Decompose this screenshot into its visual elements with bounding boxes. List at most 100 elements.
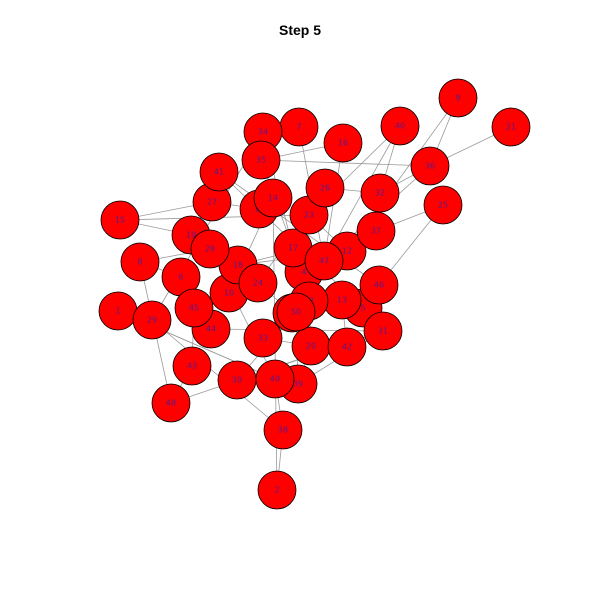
node-label-4: 4 xyxy=(301,268,306,277)
node-circle-49 xyxy=(255,359,295,399)
node-label-40: 40 xyxy=(395,122,405,131)
node-circle-14 xyxy=(253,178,293,218)
node-label-35: 35 xyxy=(256,156,266,165)
node-label-12: 12 xyxy=(342,247,352,256)
node-circle-31 xyxy=(363,311,403,351)
node-label-43: 43 xyxy=(187,362,197,371)
node-25: 25 xyxy=(423,185,463,225)
node-label-23: 23 xyxy=(304,211,314,220)
node-label-32: 32 xyxy=(375,189,385,198)
node-29: 29 xyxy=(132,300,172,340)
node-label-41: 41 xyxy=(214,168,224,177)
node-49: 49 xyxy=(255,359,295,399)
node-9: 9 xyxy=(438,78,478,118)
node-label-21: 21 xyxy=(506,123,516,132)
node-label-45: 45 xyxy=(189,304,199,313)
node-2: 2 xyxy=(257,470,297,510)
node-46: 46 xyxy=(359,265,399,305)
node-label-9: 9 xyxy=(455,94,460,103)
node-circle-16 xyxy=(323,123,363,163)
node-label-8: 8 xyxy=(137,258,142,267)
node-8: 8 xyxy=(120,242,160,282)
node-50: 50 xyxy=(276,292,316,332)
edge-35-36 xyxy=(260,159,431,167)
node-label-1: 1 xyxy=(115,307,120,316)
node-31: 31 xyxy=(363,311,403,351)
node-label-20: 20 xyxy=(306,342,316,351)
node-42: 42 xyxy=(327,327,367,367)
node-47: 47 xyxy=(304,241,344,281)
node-13: 13 xyxy=(322,280,362,320)
node-circle-35 xyxy=(241,140,281,180)
node-label-28: 28 xyxy=(205,245,215,254)
node-circle-25 xyxy=(423,185,463,225)
node-label-39: 39 xyxy=(293,380,303,389)
node-label-17: 17 xyxy=(288,244,298,253)
plot-title: Step 5 xyxy=(278,22,321,38)
node-circle-48 xyxy=(151,383,191,423)
node-circle-33 xyxy=(243,318,283,358)
node-33: 33 xyxy=(243,318,283,358)
node-label-37: 37 xyxy=(371,227,381,236)
node-label-38: 38 xyxy=(278,426,288,435)
node-label-50: 50 xyxy=(291,308,301,317)
node-circle-21 xyxy=(491,107,531,147)
node-circle-29 xyxy=(132,300,172,340)
node-7: 7 xyxy=(279,107,319,147)
node-15: 15 xyxy=(100,200,140,240)
node-36: 36 xyxy=(410,146,450,186)
node-label-2: 2 xyxy=(274,486,279,495)
node-30: 30 xyxy=(217,360,257,400)
node-16: 16 xyxy=(323,123,363,163)
node-48: 48 xyxy=(151,383,191,423)
node-circle-43 xyxy=(172,346,212,386)
node-label-19: 19 xyxy=(186,231,196,240)
node-45: 45 xyxy=(174,288,214,328)
node-circle-32 xyxy=(360,173,400,213)
edge-29-38 xyxy=(151,319,284,431)
node-32: 32 xyxy=(360,173,400,213)
node-label-26: 26 xyxy=(320,184,330,193)
node-circle-38 xyxy=(263,410,303,450)
node-40: 40 xyxy=(380,106,420,146)
node-circle-47 xyxy=(304,241,344,281)
node-14: 14 xyxy=(253,178,293,218)
node-circle-9 xyxy=(438,78,478,118)
node-35: 35 xyxy=(241,140,281,180)
node-circle-41 xyxy=(199,152,239,192)
node-label-49: 49 xyxy=(270,375,280,384)
node-label-47: 47 xyxy=(319,257,329,266)
node-38: 38 xyxy=(263,410,303,450)
node-label-46: 46 xyxy=(374,281,384,290)
node-label-18: 18 xyxy=(233,261,243,270)
node-label-6: 6 xyxy=(178,273,183,282)
node-circle-36 xyxy=(410,146,450,186)
node-label-34: 34 xyxy=(258,128,268,137)
node-label-14: 14 xyxy=(268,194,278,203)
node-circle-2 xyxy=(257,470,297,510)
node-label-48: 48 xyxy=(166,399,176,408)
node-label-30: 30 xyxy=(232,376,242,385)
node-circle-40 xyxy=(380,106,420,146)
node-43: 43 xyxy=(172,346,212,386)
node-circle-45 xyxy=(174,288,214,328)
node-label-31: 31 xyxy=(378,327,388,336)
node-label-25: 25 xyxy=(438,201,448,210)
node-circle-15 xyxy=(100,200,140,240)
node-circle-26 xyxy=(305,168,345,208)
node-label-36: 36 xyxy=(425,162,435,171)
node-26: 26 xyxy=(305,168,345,208)
node-circle-8 xyxy=(120,242,160,282)
node-label-7: 7 xyxy=(296,123,301,132)
node-circle-42 xyxy=(327,327,367,367)
node-label-27: 27 xyxy=(207,198,217,207)
node-37: 37 xyxy=(356,211,396,251)
node-21: 21 xyxy=(491,107,531,147)
node-label-5: 5 xyxy=(360,304,365,313)
node-label-42: 42 xyxy=(342,343,352,352)
node-28: 28 xyxy=(190,229,230,269)
node-20: 20 xyxy=(291,326,331,366)
node-label-44: 44 xyxy=(206,325,216,334)
node-41: 41 xyxy=(199,152,239,192)
